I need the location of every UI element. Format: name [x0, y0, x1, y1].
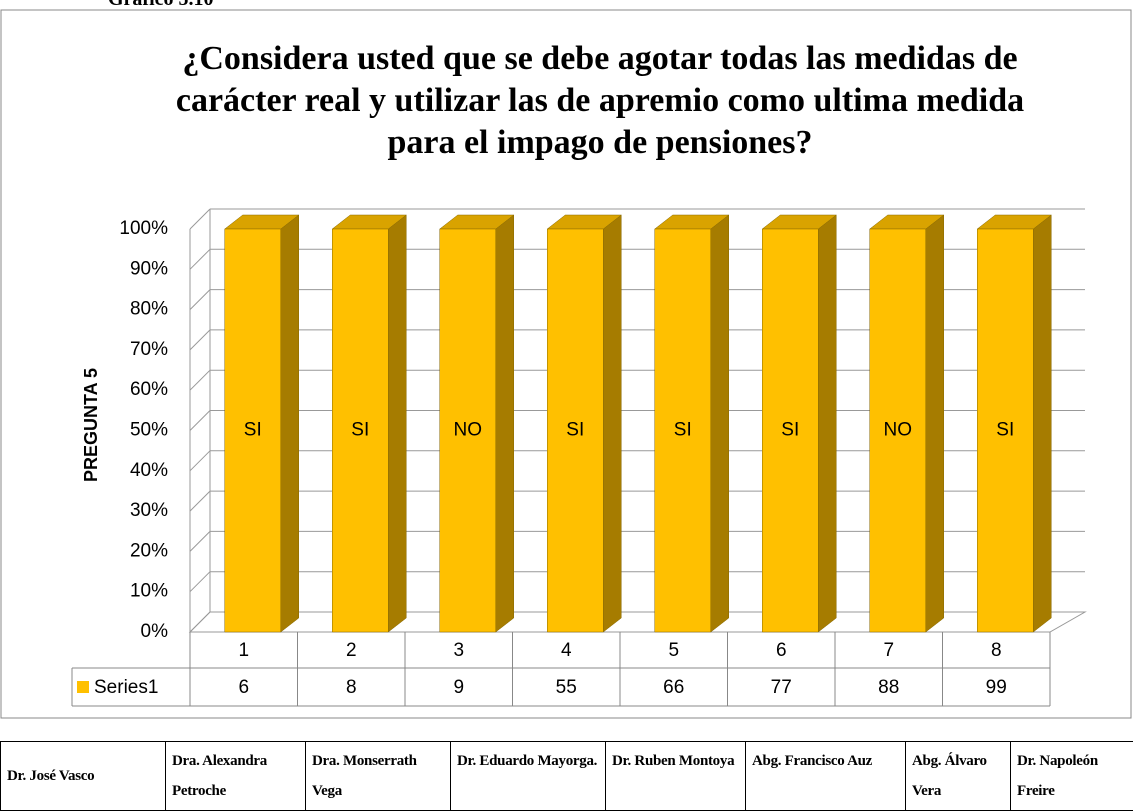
name-cell: Dra. Alexandra Petroche [165, 742, 305, 811]
grid-line-wall [189, 329, 211, 351]
grid-line-wall [189, 248, 211, 270]
grid-line-wall [189, 208, 211, 230]
table-value: 8 [346, 677, 357, 698]
caption: Gráfico 5.10 [108, 0, 214, 11]
x-tick-label: 5 [668, 640, 679, 661]
bar-front [547, 228, 604, 633]
grid-line-wall [189, 410, 211, 431]
y-tick-label: 20% [130, 540, 168, 561]
bar-front [224, 228, 281, 633]
x-tick-label: 2 [346, 640, 357, 661]
legend-label: Series1 [94, 677, 158, 698]
table-value: 77 [771, 677, 792, 698]
chart-frame [0, 9, 1132, 719]
data-label: NO [454, 420, 483, 441]
chart-title: ¿Considera usted que se debe agotar toda… [175, 40, 1025, 161]
bar [439, 214, 515, 633]
y-tick-label: 0% [141, 621, 169, 642]
bar [331, 214, 407, 633]
y-tick-label: 30% [130, 500, 168, 521]
y-tick-label: 80% [130, 299, 168, 320]
y-tick-label: 70% [130, 339, 168, 360]
x-tick-label: 6 [776, 640, 787, 661]
y-tick-label: 90% [130, 258, 168, 279]
y-tick-label: 50% [130, 420, 168, 441]
table-value: 99 [986, 677, 1007, 698]
bar-side [280, 214, 299, 633]
bar-front [869, 228, 926, 633]
x-tick-label: 8 [991, 640, 1002, 661]
data-label: SI [674, 420, 692, 441]
y-tick-label: 10% [130, 581, 168, 602]
legend-key [77, 681, 89, 693]
grid-line-wall [189, 450, 211, 472]
table-value: 66 [663, 677, 684, 698]
grid-line-wall [189, 490, 211, 512]
x-tick-label: 1 [238, 640, 249, 661]
bar-front [977, 228, 1034, 633]
y-tick-label: 60% [130, 379, 168, 400]
bar [654, 214, 730, 633]
grid-line-wall [189, 531, 211, 552]
table-value: 6 [238, 677, 249, 698]
bar-front [439, 228, 496, 633]
bar [976, 214, 1052, 633]
name-cell: Dr. José Vasco [0, 742, 165, 811]
bar-side [388, 214, 407, 633]
x-tick-label: 3 [453, 640, 464, 661]
data-label: SI [996, 420, 1014, 441]
name-cell: Abg. Francisco Auz [745, 742, 905, 811]
bar [546, 214, 622, 633]
bar [224, 214, 300, 633]
bar-front [332, 228, 389, 633]
x-tick-label: 4 [561, 640, 572, 661]
name-cell: Dra. Monserrath Vega [305, 742, 450, 811]
data-label: SI [351, 420, 369, 441]
data-label: SI [566, 420, 584, 441]
grid-line-wall [189, 571, 211, 593]
grid-line-wall [189, 369, 211, 391]
y-axis-label: PREGUNTA 5 [81, 368, 101, 482]
name-cell: Dr. Napoleón Freire [1010, 742, 1133, 811]
name-cell: Dr. Ruben Montoya [605, 742, 745, 811]
bar-side [1033, 214, 1052, 633]
data-label: SI [781, 420, 799, 441]
y-tick-label: 100% [119, 218, 168, 239]
y-tick-label: 40% [130, 460, 168, 481]
x-tick-label: 7 [883, 640, 894, 661]
table-value: 55 [556, 677, 577, 698]
data-label: NO [884, 420, 913, 441]
grid-line-wall [189, 611, 211, 633]
bar-side [710, 214, 729, 633]
bar-side [818, 214, 837, 633]
bar-front [762, 228, 819, 633]
table-value: 9 [453, 677, 464, 698]
bar [761, 214, 837, 633]
name-cell: Abg. Álvaro Vera [905, 742, 1010, 811]
data-label: SI [244, 420, 262, 441]
chart: PREGUNTA 5 0% 10% 20% 30% 40% 50% 60% 70% 80% 90%… [0, 9, 1132, 719]
grid-line-wall [189, 289, 211, 310]
bar [869, 214, 945, 633]
bar-side [925, 214, 944, 633]
bar-front [654, 228, 711, 633]
name-cell: Dr. Eduardo Mayorga. [450, 742, 605, 811]
names-table: Dr. José Vasco Dra. Alexandra Petroche Dra… [0, 741, 1133, 811]
bar-side [603, 214, 622, 633]
table-value: 88 [878, 677, 899, 698]
bar-side [495, 214, 514, 633]
floor [188, 611, 1087, 633]
